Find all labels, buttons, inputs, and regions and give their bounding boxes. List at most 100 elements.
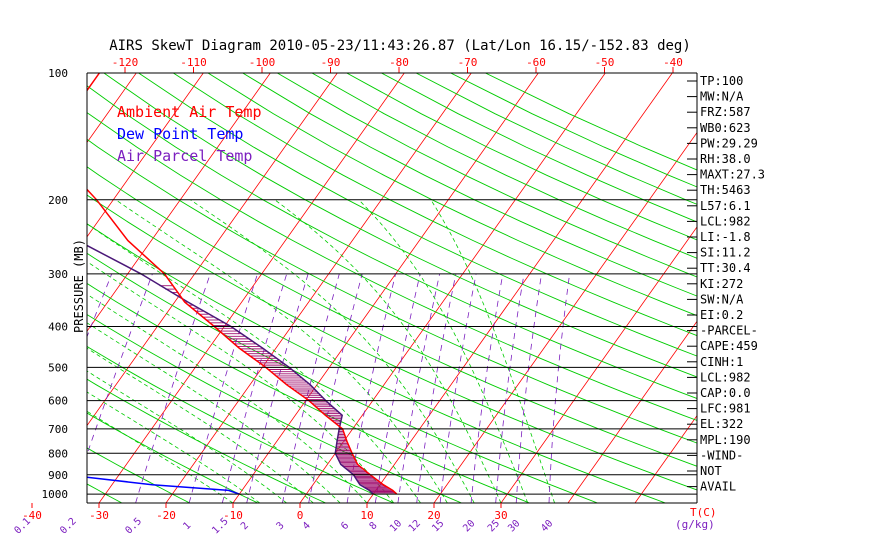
dry-adiabat	[87, 378, 326, 503]
mixing-ratio-line	[221, 273, 288, 503]
mixing-ratio-line	[470, 273, 504, 503]
pressure-axis: 100 200 300 400 500 600 700 800 900 1000	[42, 67, 698, 504]
dry-adiabat	[311, 73, 697, 259]
index-label: MW:N/A	[700, 90, 744, 104]
top-temp-tick-label: -120	[112, 56, 139, 69]
index-label: TT:30.4	[700, 261, 751, 275]
index-label: -WIND-	[700, 448, 743, 462]
index-label: CAP:0.0	[700, 386, 751, 400]
pressure-tick-label: 500	[48, 361, 68, 374]
isotherm	[0, 73, 2, 503]
isotherm	[165, 73, 472, 503]
mixing-ratio-line	[374, 273, 421, 503]
index-label: CINH:1	[700, 355, 743, 369]
dry-adiabat	[207, 73, 697, 317]
moist-adiabat	[190, 199, 475, 503]
index-label: MPL:190	[700, 433, 751, 447]
bottom-temp-tick-label: -10	[223, 509, 243, 522]
dry-adiabat	[87, 345, 394, 503]
dry-adiabat	[87, 252, 598, 503]
mixing-ratio-line	[308, 273, 363, 503]
plot-area	[0, 73, 697, 503]
isotherms	[0, 73, 697, 503]
isotherm	[433, 131, 697, 503]
index-label: LFC:981	[700, 402, 751, 416]
isotherm	[634, 414, 697, 503]
mixing-ratio-tick-label: 6	[339, 520, 351, 532]
index-label: SW:N/A	[700, 292, 744, 306]
index-label: SI:11.2	[700, 246, 751, 260]
index-label: TP:100	[700, 74, 743, 88]
pressure-tick-label: 100	[48, 67, 68, 80]
moist-adiabat	[87, 370, 287, 503]
dry-adiabat	[415, 73, 697, 205]
top-temp-tick-label: -90	[321, 56, 341, 69]
temp-units-label: T(C)	[690, 506, 717, 519]
pressure-tick-label: 900	[48, 469, 68, 482]
ambient-air-temp-line	[87, 73, 398, 495]
dry-adiabat	[381, 73, 697, 223]
bottom-temp-tick-label: 30	[494, 509, 507, 522]
bottom-temp-tick-label: 20	[427, 509, 440, 522]
moist-adiabat	[87, 347, 314, 503]
legend: Ambient Air Temp Dew Point Temp Air Parcel…	[117, 103, 262, 165]
mixing-ratio-tick-label: 4	[301, 520, 313, 532]
dry-adiabat	[87, 313, 462, 503]
profile-series	[87, 73, 398, 495]
dry-adiabat	[87, 166, 697, 467]
bottom-temp-tick-label: 0	[297, 509, 304, 522]
legend-entry: Ambient Air Temp	[117, 103, 262, 121]
isotherm	[567, 320, 697, 503]
index-label: AVAIL	[700, 480, 736, 494]
index-label: LI:-1.8	[700, 230, 751, 244]
moist-adiabat	[87, 261, 395, 503]
dry-adiabat	[87, 223, 666, 503]
isotherm	[87, 73, 271, 332]
mixing-ratio-tick-label: 10	[388, 518, 404, 534]
dry-adiabats	[87, 73, 697, 503]
moist-adiabat	[430, 199, 555, 503]
bottom-temp-tick-label: -30	[89, 509, 109, 522]
index-label: FRZ:587	[700, 105, 751, 119]
pressure-tick-label: 1000	[42, 488, 69, 501]
mixing-ratio-units-label: (g/kg)	[675, 518, 715, 531]
dry-adiabat	[450, 73, 697, 188]
mixing-ratio-tick-label: 0.5	[124, 516, 145, 537]
legend-entry: Dew Point Temp	[117, 125, 243, 143]
dry-adiabat	[87, 194, 697, 491]
air-parcel-temp-line	[87, 244, 374, 495]
mixing-ratio-tick-label: 30	[506, 518, 522, 534]
moist-adiabat	[87, 293, 368, 503]
mixing-ratio-line	[416, 273, 457, 503]
top-temp-tick-label: -110	[180, 56, 207, 69]
mixing-ratio-line	[188, 273, 258, 503]
top-temp-tick-label: -80	[389, 56, 409, 69]
mixing-ratio-line	[282, 273, 340, 503]
dry-adiabat	[87, 412, 258, 503]
index-label: NOT	[700, 464, 722, 478]
top-temp-tick-label: -50	[595, 56, 615, 69]
mixing-ratio-line	[515, 273, 542, 503]
pressure-tick-label: 300	[48, 268, 68, 281]
dry-adiabat	[87, 112, 697, 421]
bottom-temp-tick-label: 10	[360, 509, 373, 522]
dry-adiabat	[87, 447, 191, 503]
index-label: TH:5463	[700, 183, 751, 197]
top-temp-tick-label: -40	[663, 56, 683, 69]
index-label: MAXT:27.3	[700, 168, 765, 182]
bottom-temp-tick-label: -20	[156, 509, 176, 522]
dry-adiabat	[87, 483, 123, 503]
legend-entry: Air Parcel Temp	[117, 147, 252, 165]
index-label: KI:272	[700, 277, 743, 291]
y-axis-label: PRESSURE (MB)	[72, 239, 86, 333]
top-temp-tick-label: -60	[526, 56, 546, 69]
mixing-ratio-line	[135, 273, 211, 503]
index-label: WB0:623	[700, 121, 751, 135]
chart-title: AIRS SkewT Diagram 2010-05-23/11:43:26.8…	[109, 38, 691, 54]
index-label: LCL:982	[700, 370, 751, 384]
mixing-ratio-line	[439, 273, 477, 503]
mixing-ratio-line	[495, 273, 525, 503]
